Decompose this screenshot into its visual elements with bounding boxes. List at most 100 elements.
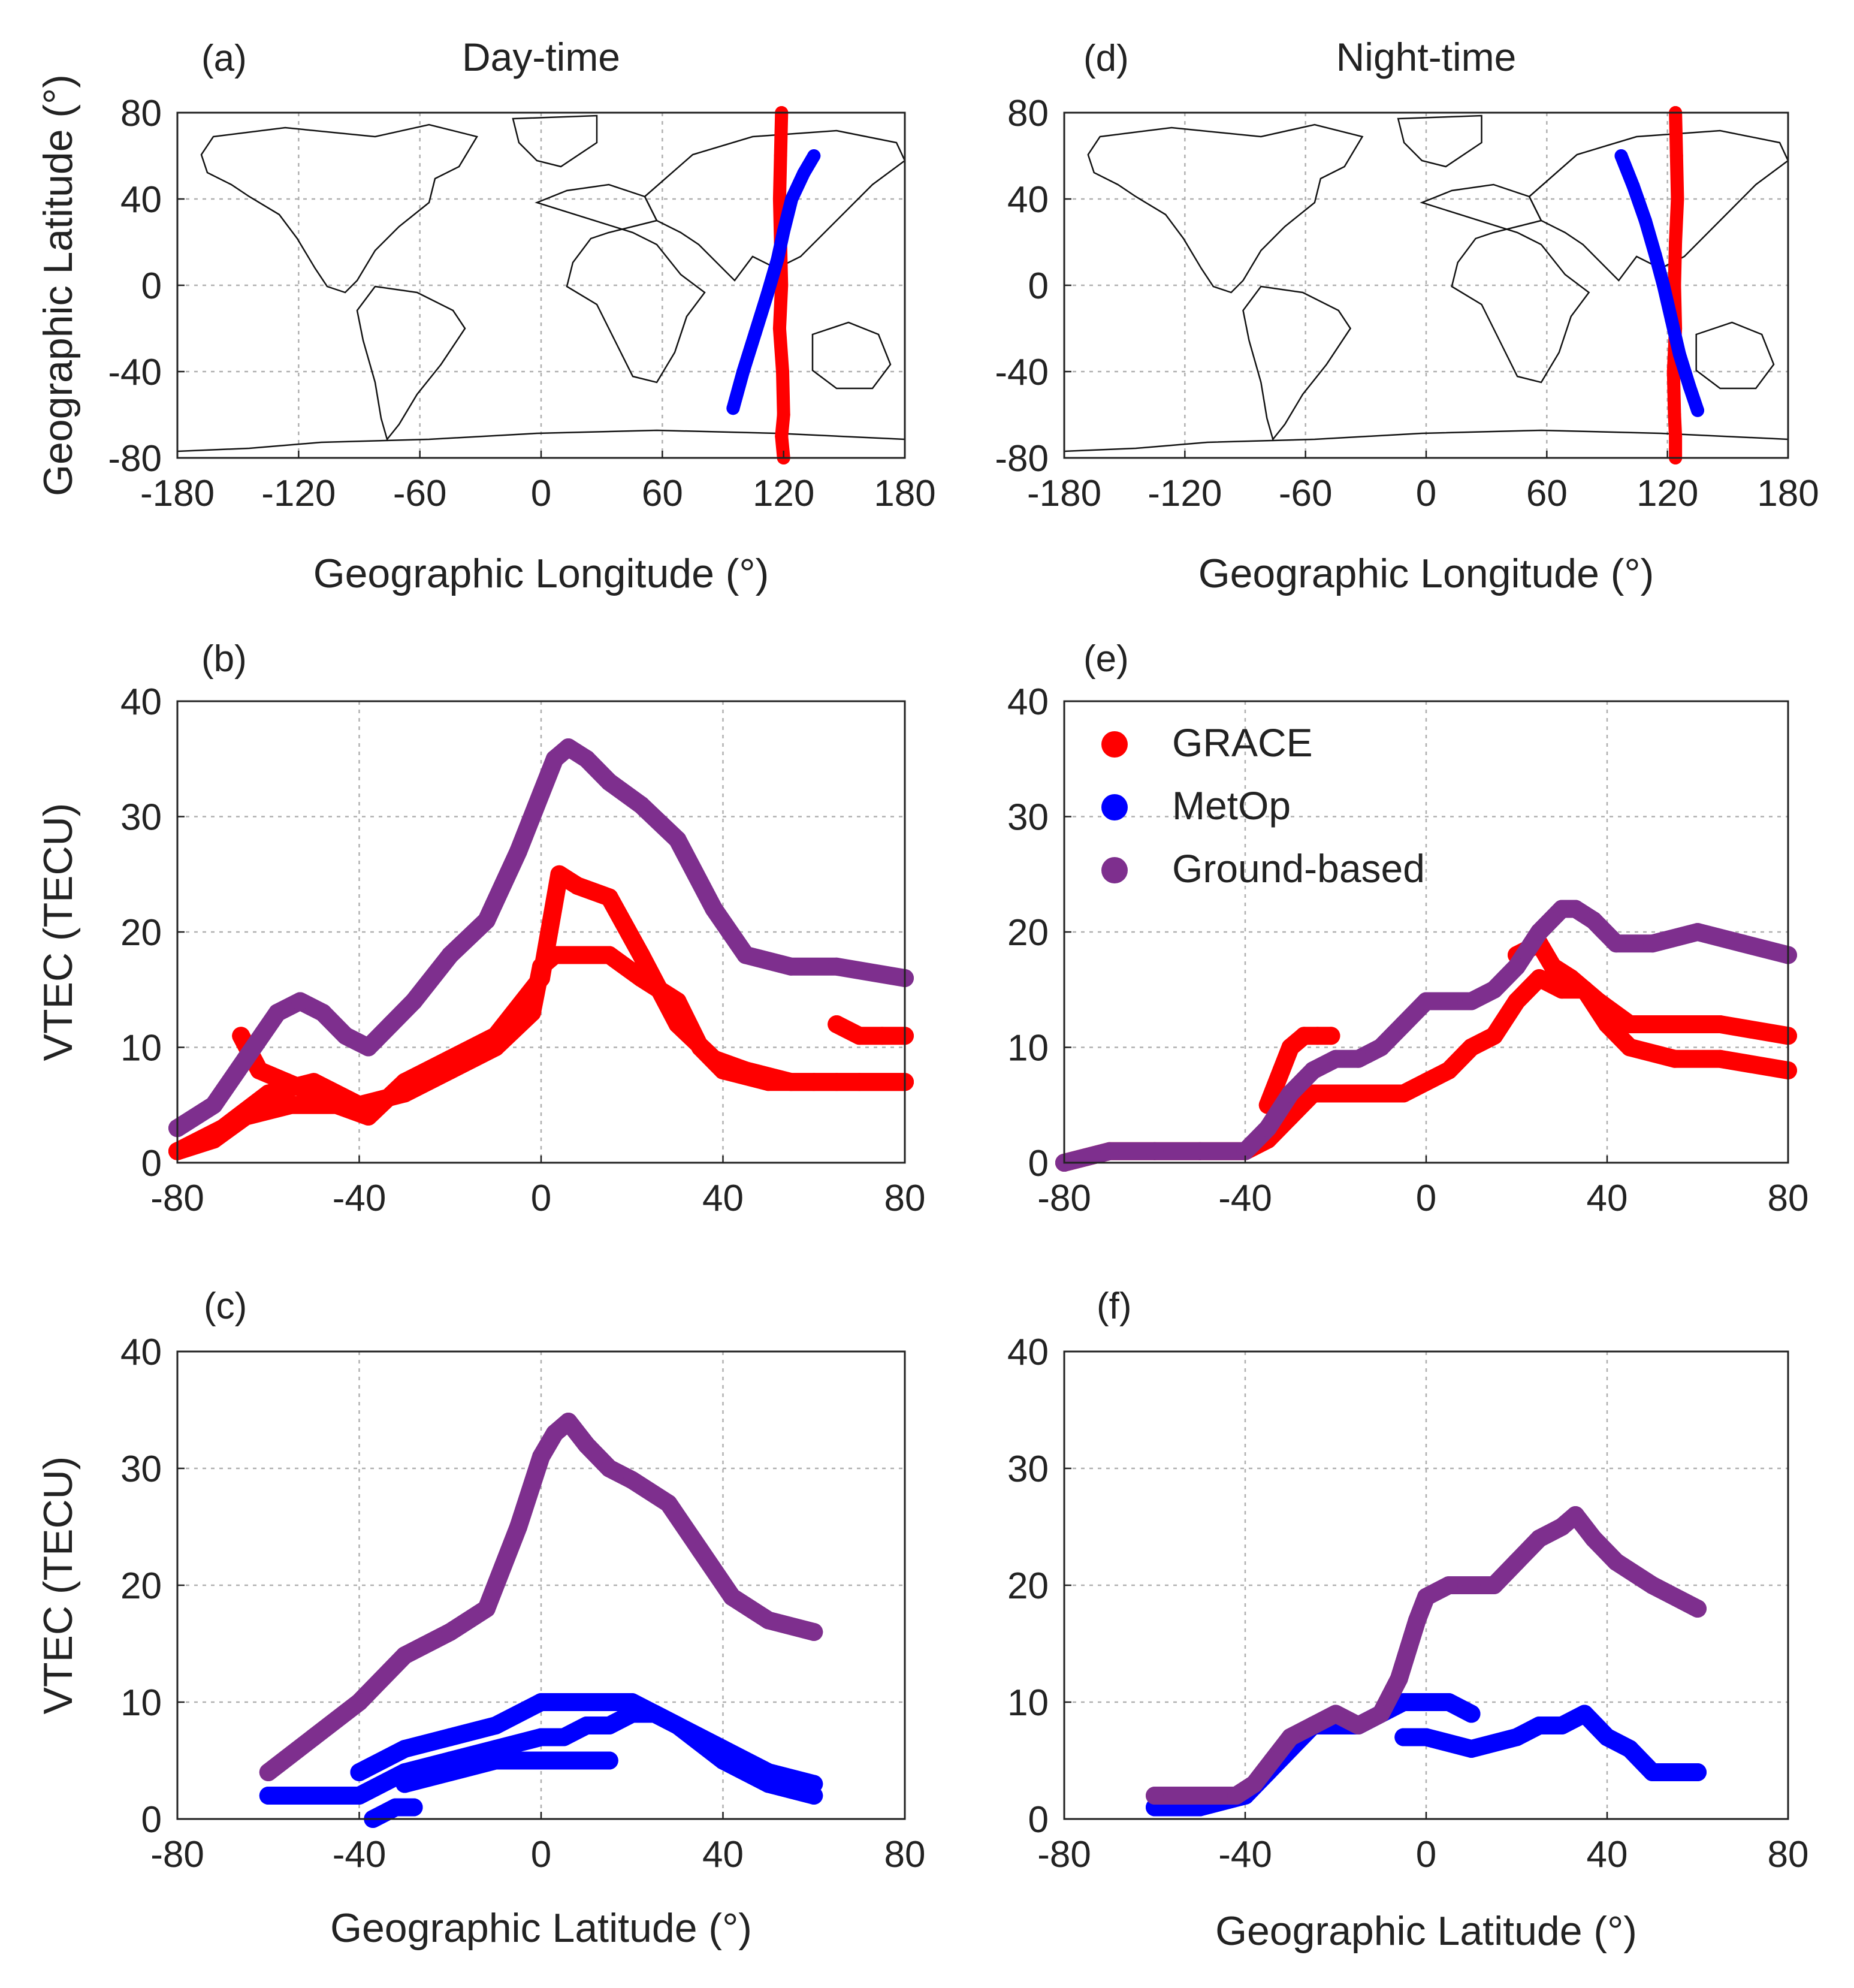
point-metop-c-1-8: [623, 1693, 641, 1711]
point-ground-e-0-16: [1508, 957, 1526, 976]
point-ground-f-0-11: [1408, 1611, 1426, 1630]
series-c: [259, 1413, 823, 1828]
point-ground-f-0-3: [1245, 1775, 1264, 1793]
point-ground-c-0-7: [532, 1447, 550, 1466]
point-metop-f-1-0: [1394, 1728, 1413, 1746]
point-metop-f-1-3: [1508, 1728, 1526, 1746]
point-grace-b-1-17: [759, 1073, 778, 1091]
ytick-label-d-1: -40: [995, 352, 1049, 393]
panel-label-e: (e): [1083, 638, 1129, 680]
point-grace-b-1-10: [545, 946, 564, 964]
point-ground-e-0-5: [1258, 1119, 1277, 1138]
point-grace-b-0-11: [568, 877, 587, 895]
xtick-label-f-3: 40: [1587, 1834, 1628, 1875]
ticks-b: -80 -40 0 40 80 0 10 20 30 40: [120, 681, 925, 1219]
point-metop-c-1-9: [645, 1705, 664, 1723]
point-grace-b-1-7: [487, 1038, 505, 1057]
point-grace-e-0-16: [1508, 992, 1526, 1010]
point-metop-f-1-7: [1598, 1728, 1616, 1746]
point-grace-b-1-13: [632, 969, 650, 987]
xtick-label-f-4: 80: [1768, 1834, 1809, 1875]
point-metop-a-0-5: [777, 225, 790, 238]
point-grace-e-0-12: [1417, 1073, 1435, 1091]
point-ground-f-0-18: [1553, 1518, 1571, 1536]
point-grace-b-1-5: [395, 1084, 414, 1103]
point-metop-a-0-0: [726, 402, 740, 415]
point-metop-c-0-3: [327, 1787, 346, 1805]
point-grace-e-0-8: [1327, 1084, 1345, 1103]
point-metop-c-0-10: [577, 1717, 596, 1734]
point-grace-d-0-6: [1666, 365, 1680, 378]
point-grace-b-1-2: [259, 1084, 277, 1103]
grid-f: [1064, 1352, 1788, 1819]
ticks-a: -180 -120 -60 0 60 120 180 -80 -40 0 40 80: [108, 93, 935, 514]
point-metop-a-0-1: [736, 365, 750, 378]
point-metop-c-1-4: [532, 1693, 550, 1711]
point-metop-a-0-6: [785, 192, 799, 206]
point-ground-f-0-5: [1281, 1728, 1300, 1746]
point-ground-c-0-0: [259, 1763, 277, 1781]
point-ground-c-0-17: [805, 1623, 823, 1641]
panel-title-d: Night-time: [1336, 35, 1517, 79]
point-metop-c-3-2: [487, 1751, 505, 1770]
point-ground-b-0-18: [632, 796, 650, 814]
point-grace-e-1-3: [1295, 1027, 1313, 1045]
ytick-label-a-3: 40: [120, 179, 162, 221]
point-metop-d-0-1: [1626, 179, 1640, 193]
panel-title-a: Day-time: [462, 35, 620, 79]
xtick-label-c-2: 0: [531, 1834, 551, 1875]
xtick-label-a-3: 0: [531, 473, 551, 514]
xtick-label-a-0: -180: [140, 473, 215, 514]
point-ground-f-0-0: [1146, 1787, 1164, 1805]
point-grace-b-0-12: [600, 888, 618, 907]
panel-label-c: (c): [204, 1286, 247, 1327]
point-grace-e-1-4: [1308, 1027, 1327, 1045]
coastline-australia-d: [1695, 321, 1775, 390]
ylabel-a: Geographic Latitude (°): [35, 74, 81, 496]
point-metop-c-0-1: [282, 1787, 300, 1805]
ytick-label-f-2: 20: [1007, 1565, 1049, 1607]
point-ground-f-0-6: [1304, 1717, 1322, 1734]
point-grace-b-1-15: [691, 1038, 709, 1057]
point-grace-b-1-4: [350, 1096, 369, 1114]
point-grace-a-0-7: [777, 408, 790, 421]
ytick-label-b-1: 10: [120, 1028, 162, 1069]
ticks-c: -80 -40 0 40 80 0 10 20 30 40: [120, 1332, 925, 1875]
xtick-label-d-4: 60: [1526, 473, 1568, 514]
grid-d: [1064, 113, 1788, 458]
point-ground-c-0-10: [577, 1436, 596, 1454]
point-metop-a-0-8: [807, 149, 821, 162]
point-metop-f-1-5: [1553, 1717, 1571, 1734]
point-grace-b-1-19: [850, 1073, 869, 1091]
ytick-label-a-0: -80: [108, 438, 162, 479]
point-grace-e-2-4: [1589, 992, 1607, 1010]
legend-marker-metop: [1101, 794, 1128, 820]
point-metop-c-1-2: [441, 1728, 460, 1746]
point-ground-e-0-19: [1566, 900, 1585, 918]
point-grace-b-3-1: [850, 1027, 869, 1045]
point-metop-c-2-2: [404, 1798, 423, 1817]
point-grace-b-0-10: [550, 865, 569, 883]
point-ground-b-0-17: [600, 773, 618, 791]
point-grace-b-3-0: [828, 1015, 846, 1033]
point-metop-c-1-1: [395, 1740, 414, 1758]
xtick-label-c-1: -40: [333, 1834, 386, 1875]
point-grace-e-0-17: [1530, 969, 1548, 987]
point-grace-b-1-6: [441, 1061, 460, 1079]
xtick-label-c-4: 80: [884, 1834, 926, 1875]
point-grace-a-0-4: [775, 279, 789, 292]
point-ground-b-0-4: [291, 992, 309, 1010]
ytick-label-b-0: 0: [141, 1143, 162, 1184]
point-ground-c-0-4: [441, 1623, 460, 1641]
ticks-d: -180 -120 -60 0 60 120 180 -80 -40 0 40 80: [995, 93, 1819, 514]
xtick-label-e-0: -80: [1037, 1178, 1091, 1219]
point-grace-d-0-8: [1669, 430, 1683, 443]
panel-e: -80 -40 0 40 80 0 10 20 30 40 (e) GRACE MetOp Groun…: [1007, 638, 1808, 1219]
point-grace-e-0-13: [1439, 1061, 1458, 1079]
point-ground-e-0-13: [1439, 992, 1458, 1010]
point-ground-e-0-15: [1485, 981, 1503, 999]
point-metop-f-0-11: [1439, 1693, 1458, 1711]
point-metop-c-1-3: [487, 1717, 505, 1734]
